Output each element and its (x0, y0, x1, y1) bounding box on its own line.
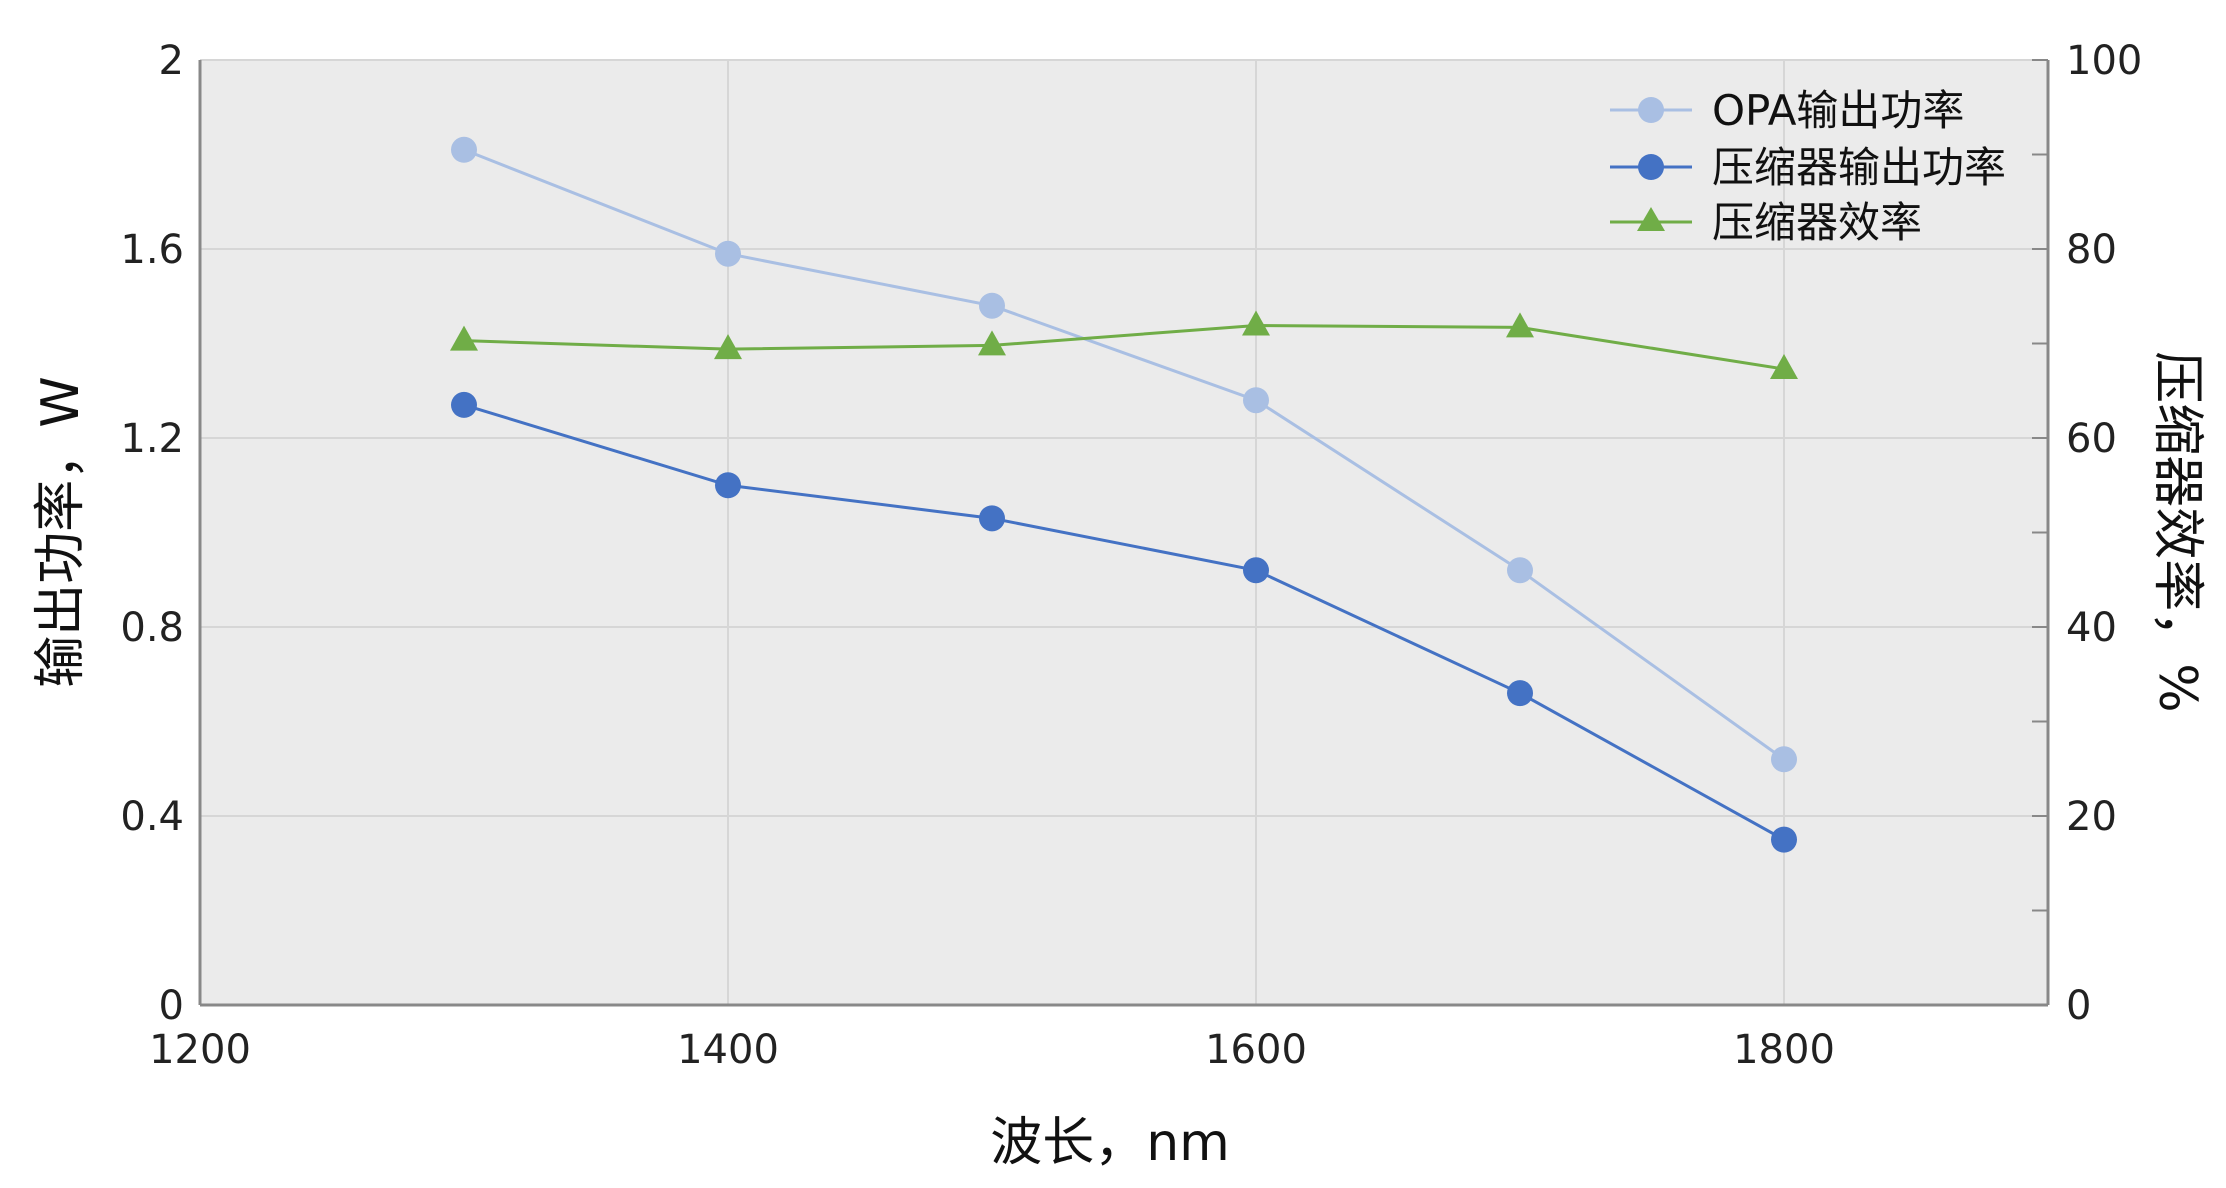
y-right-tick-label: 100 (2066, 38, 2142, 84)
y-right-tick-label: 80 (2066, 227, 2117, 273)
data-point-2 (1242, 310, 1270, 336)
left-axis-title: 输出功率，W (31, 376, 91, 687)
legend-marker-efficiency (1637, 207, 1665, 231)
x-tick-label: 1400 (677, 1027, 779, 1073)
series-layer (450, 136, 1798, 853)
gridlines (200, 59, 2048, 1005)
y-right-tick-label: 0 (2066, 983, 2091, 1029)
data-point-0 (715, 240, 741, 267)
data-point-1 (1243, 557, 1269, 584)
y-left-tick-label: 1.6 (120, 227, 184, 273)
legend-label-compressor-power: 压缩器输出功率 (1712, 143, 2006, 192)
y-left-tick-label: 1.2 (120, 416, 184, 462)
x-tick-label: 1800 (1733, 1027, 1835, 1073)
legend: OPA输出功率 压缩器输出功率 压缩器效率 (1610, 86, 2006, 247)
legend-label-efficiency: 压缩器效率 (1712, 198, 1922, 247)
data-point-1 (1507, 680, 1533, 707)
y-right-tick-label: 60 (2066, 416, 2117, 462)
data-point-0 (1507, 557, 1533, 584)
data-point-2 (1770, 354, 1798, 380)
y-left-tick-label: 0.8 (120, 605, 184, 651)
y-left-tick-label: 2 (159, 38, 184, 84)
plot-background (200, 60, 2048, 1005)
data-point-0 (1243, 387, 1269, 414)
data-point-1 (979, 505, 1005, 532)
data-point-2 (978, 330, 1006, 356)
y-left-tick-label: 0 (159, 983, 184, 1029)
data-point-0 (451, 136, 477, 163)
series-line-1 (463, 403, 1785, 841)
y-right-tick-label: 20 (2066, 794, 2117, 840)
series-line-0 (463, 148, 1785, 761)
x-axis-title: 波长，nm (990, 1113, 1230, 1173)
right-axis-title: 压缩器效率，% (2147, 351, 2207, 712)
data-point-0 (979, 292, 1005, 319)
series-line-2 (463, 324, 1785, 371)
x-tick-label: 1600 (1205, 1027, 1307, 1073)
data-point-1 (451, 391, 477, 418)
y-right-tick-label: 40 (2066, 605, 2117, 651)
legend-marker-opa (1638, 97, 1664, 123)
data-point-1 (1771, 826, 1797, 853)
data-point-2 (714, 334, 742, 360)
x-tick-label: 1200 (149, 1027, 251, 1073)
legend-label-opa: OPA输出功率 (1712, 86, 1964, 135)
legend-marker-compressor-power (1638, 154, 1664, 180)
data-point-0 (1771, 746, 1797, 773)
y-left-tick-label: 0.4 (120, 794, 184, 840)
data-point-1 (715, 472, 741, 499)
axis-ticks: 1200 1400 1600 180000.40.81.21.620204060801… (120, 38, 2142, 1073)
data-point-2 (1506, 312, 1534, 338)
data-point-2 (450, 325, 478, 351)
